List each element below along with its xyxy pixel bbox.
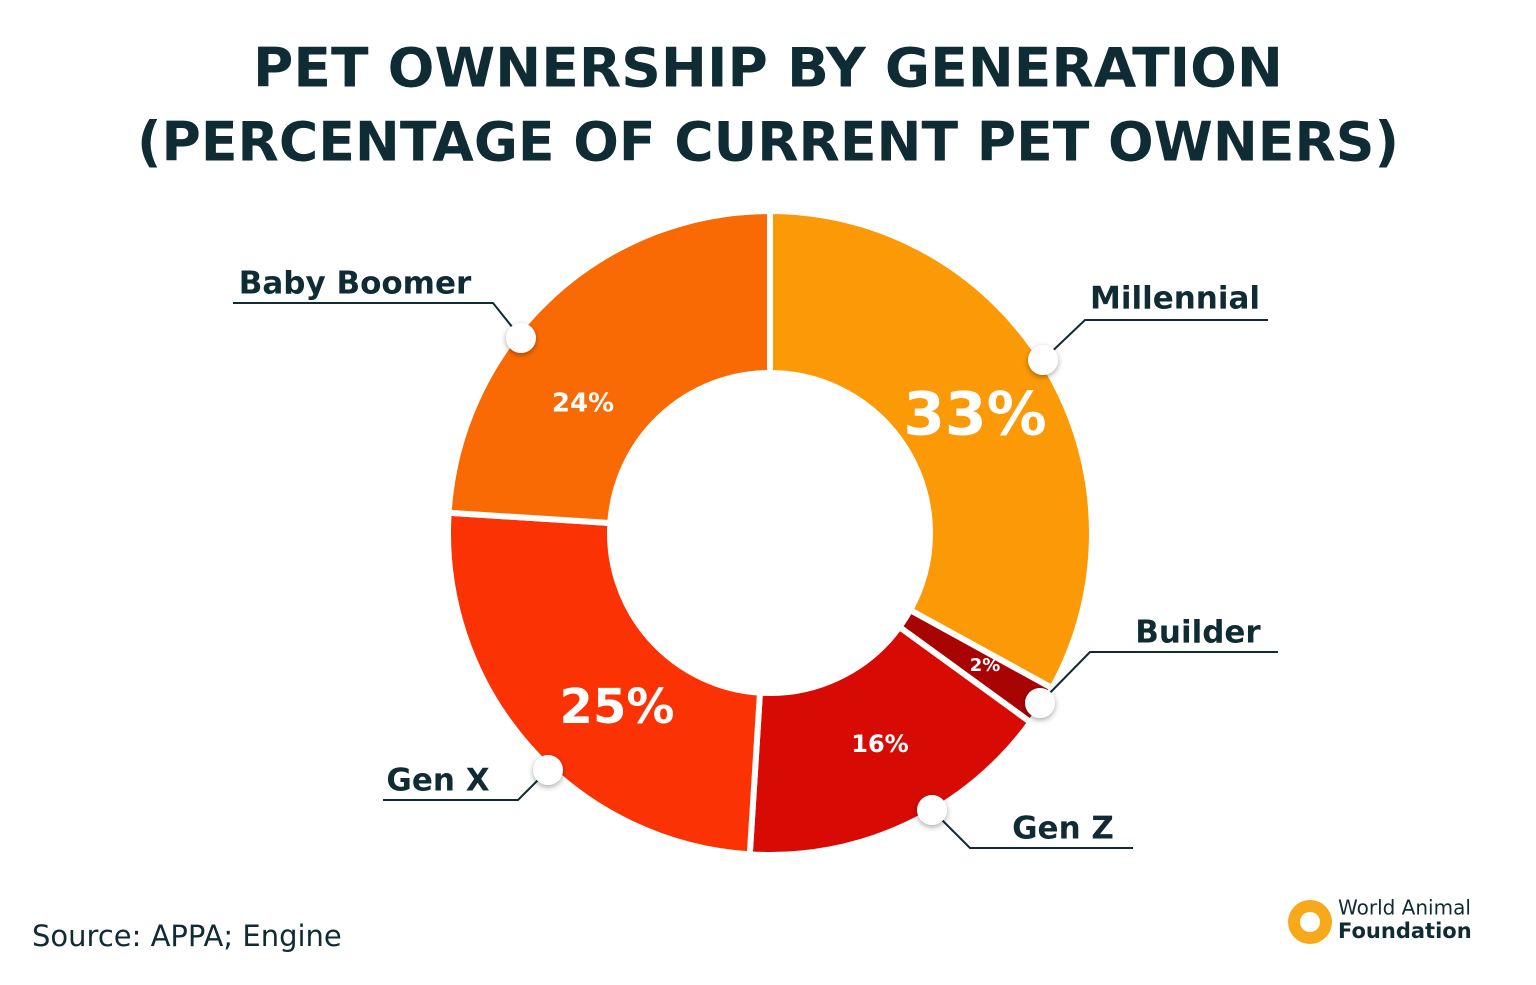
slice xyxy=(445,208,773,526)
leader-dot xyxy=(1025,688,1055,718)
value-label: 25% xyxy=(560,679,675,735)
category-label: Millennial xyxy=(1090,281,1260,317)
logo-text: Foundation xyxy=(1338,919,1472,943)
value-label: 2% xyxy=(970,655,1001,676)
category-label: Gen Z xyxy=(1012,811,1114,847)
leader-line xyxy=(1042,319,1268,361)
leader-dot xyxy=(1028,345,1058,375)
category-label: Builder xyxy=(1135,615,1261,651)
leader-dot xyxy=(533,755,563,785)
leader-line xyxy=(1039,651,1278,704)
value-label: 16% xyxy=(851,730,908,758)
leader-line xyxy=(233,302,522,339)
logo-icon xyxy=(1300,912,1320,932)
leader-dot xyxy=(917,795,947,825)
slice xyxy=(746,624,1034,858)
slice xyxy=(767,208,1095,692)
chart-title: (PERCENTAGE OF CURRENT PET OWNERS) xyxy=(137,111,1399,174)
category-label: Baby Boomer xyxy=(239,266,472,302)
value-label: 33% xyxy=(903,380,1047,450)
category-label: Gen X xyxy=(386,763,489,799)
logo-text: World Animal xyxy=(1338,896,1471,920)
slice xyxy=(445,509,763,858)
logo: World Animal Foundation xyxy=(1288,896,1472,944)
value-label: 24% xyxy=(552,389,614,419)
chart-title: PET OWNERSHIP BY GENERATION xyxy=(253,37,1283,100)
source: Source: APPA; Engine xyxy=(32,919,342,953)
leader-line xyxy=(931,809,1133,849)
leader-dot xyxy=(506,323,536,353)
